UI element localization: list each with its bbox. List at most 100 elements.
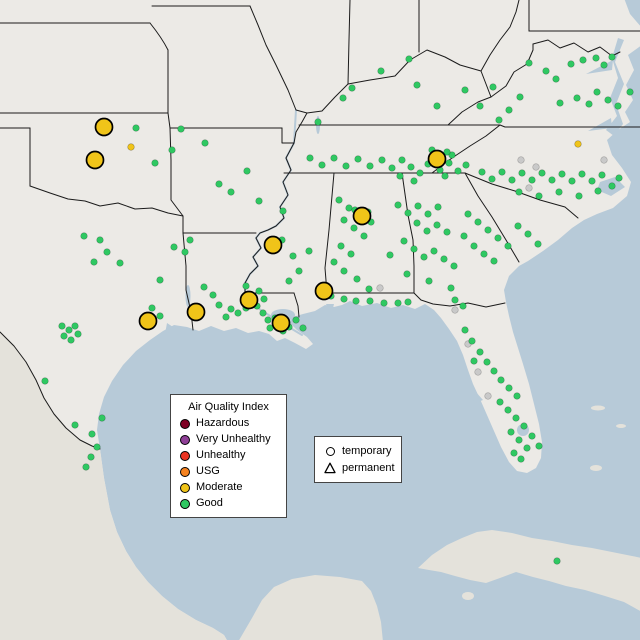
station-marker-good[interactable]	[593, 88, 601, 96]
station-marker-good[interactable]	[410, 177, 418, 185]
station-marker-good[interactable]	[285, 277, 293, 285]
station-marker-good[interactable]	[575, 192, 583, 200]
station-marker-good[interactable]	[299, 324, 307, 332]
station-marker-good[interactable]	[495, 116, 503, 124]
station-marker-good[interactable]	[215, 180, 223, 188]
station-marker-good[interactable]	[156, 276, 164, 284]
station-marker-good[interactable]	[335, 196, 343, 204]
station-marker-moderate-major[interactable]	[239, 290, 259, 310]
station-marker-good[interactable]	[451, 296, 459, 304]
station-marker-good[interactable]	[433, 221, 441, 229]
station-marker-good[interactable]	[505, 106, 513, 114]
station-marker-good[interactable]	[476, 102, 484, 110]
station-marker-good[interactable]	[305, 247, 313, 255]
station-marker-good[interactable]	[243, 167, 251, 175]
station-marker-good[interactable]	[542, 67, 550, 75]
station-marker-good[interactable]	[445, 159, 453, 167]
station-marker-good[interactable]	[588, 177, 596, 185]
station-marker-good[interactable]	[215, 301, 223, 309]
station-marker-good[interactable]	[626, 88, 634, 96]
station-marker-good[interactable]	[289, 252, 297, 260]
station-marker-good[interactable]	[132, 124, 140, 132]
station-marker-good[interactable]	[96, 236, 104, 244]
station-marker-good[interactable]	[515, 188, 523, 196]
station-marker-good[interactable]	[516, 93, 524, 101]
station-marker-good[interactable]	[388, 164, 396, 172]
station-marker-good[interactable]	[579, 56, 587, 64]
station-marker-good[interactable]	[88, 430, 96, 438]
station-marker-good[interactable]	[255, 287, 263, 295]
station-marker-good[interactable]	[378, 156, 386, 164]
station-marker-good[interactable]	[318, 161, 326, 169]
station-marker-good[interactable]	[462, 161, 470, 169]
station-marker-good[interactable]	[535, 442, 543, 450]
station-marker-good[interactable]	[510, 449, 518, 457]
station-marker-good[interactable]	[488, 175, 496, 183]
station-marker-good[interactable]	[433, 102, 441, 110]
station-marker-inactive[interactable]	[517, 156, 525, 164]
station-marker-good[interactable]	[234, 309, 242, 317]
station-marker-good[interactable]	[186, 236, 194, 244]
station-marker-moderate-major[interactable]	[85, 150, 105, 170]
station-marker-good[interactable]	[498, 168, 506, 176]
station-marker-moderate-major[interactable]	[263, 235, 283, 255]
station-marker-good[interactable]	[567, 60, 575, 68]
station-marker-good[interactable]	[468, 337, 476, 345]
station-marker-good[interactable]	[504, 242, 512, 250]
station-marker-good[interactable]	[480, 250, 488, 258]
station-marker-good[interactable]	[507, 428, 515, 436]
station-marker-good[interactable]	[608, 182, 616, 190]
station-marker-good[interactable]	[340, 295, 348, 303]
station-marker-good[interactable]	[496, 398, 504, 406]
station-marker-good[interactable]	[148, 304, 156, 312]
station-marker-good[interactable]	[71, 421, 79, 429]
station-marker-good[interactable]	[227, 188, 235, 196]
station-marker-good[interactable]	[459, 302, 467, 310]
station-marker-good[interactable]	[58, 322, 66, 330]
station-marker-good[interactable]	[497, 376, 505, 384]
station-marker-good[interactable]	[454, 167, 462, 175]
station-marker-good[interactable]	[413, 81, 421, 89]
station-marker-good[interactable]	[340, 216, 348, 224]
station-marker-good[interactable]	[416, 169, 424, 177]
station-marker-good[interactable]	[585, 100, 593, 108]
station-marker-moderate-major[interactable]	[271, 313, 291, 333]
station-marker-good[interactable]	[353, 275, 361, 283]
station-marker-good[interactable]	[74, 330, 82, 338]
station-marker-good[interactable]	[518, 169, 526, 177]
station-marker-good[interactable]	[504, 406, 512, 414]
station-marker-good[interactable]	[443, 228, 451, 236]
station-marker-good[interactable]	[181, 248, 189, 256]
station-marker-good[interactable]	[470, 357, 478, 365]
station-marker-good[interactable]	[494, 234, 502, 242]
station-marker-good[interactable]	[337, 242, 345, 250]
station-marker-moderate-major[interactable]	[94, 117, 114, 137]
station-marker-good[interactable]	[264, 316, 272, 324]
station-marker-good[interactable]	[407, 163, 415, 171]
station-marker-good[interactable]	[553, 557, 561, 565]
station-marker-good[interactable]	[420, 253, 428, 261]
station-marker-good[interactable]	[306, 154, 314, 162]
station-marker-good[interactable]	[292, 316, 300, 324]
station-marker-good[interactable]	[489, 83, 497, 91]
station-marker-inactive[interactable]	[525, 184, 533, 192]
station-marker-good[interactable]	[464, 210, 472, 218]
station-marker-inactive[interactable]	[376, 284, 384, 292]
station-marker-good[interactable]	[461, 326, 469, 334]
station-marker-good[interactable]	[168, 146, 176, 154]
station-marker-good[interactable]	[342, 162, 350, 170]
station-marker-good[interactable]	[568, 177, 576, 185]
station-marker-good[interactable]	[573, 94, 581, 102]
station-marker-good[interactable]	[103, 248, 111, 256]
station-marker-good[interactable]	[365, 285, 373, 293]
station-marker-good[interactable]	[414, 202, 422, 210]
station-marker-good[interactable]	[352, 297, 360, 305]
station-marker-good[interactable]	[386, 251, 394, 259]
station-marker-good[interactable]	[600, 61, 608, 69]
station-marker-good[interactable]	[441, 172, 449, 180]
station-marker-good[interactable]	[400, 237, 408, 245]
station-marker-good[interactable]	[534, 240, 542, 248]
station-marker-good[interactable]	[608, 53, 616, 61]
station-marker-good[interactable]	[578, 170, 586, 178]
